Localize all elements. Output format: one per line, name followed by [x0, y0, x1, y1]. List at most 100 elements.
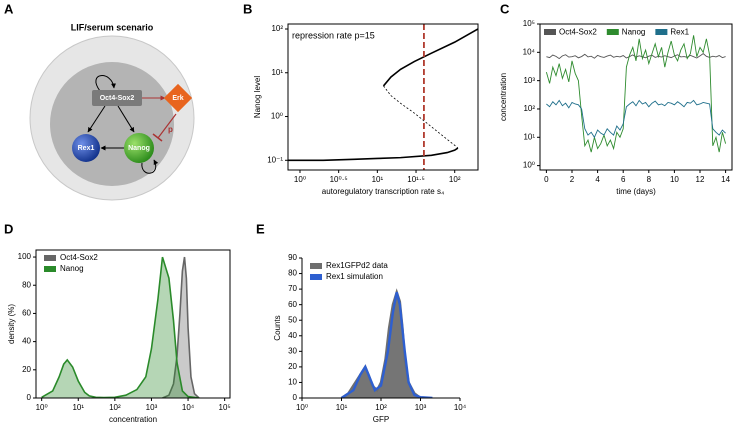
panel-letter: A [4, 1, 14, 16]
panel-letter: B [243, 1, 252, 16]
y-tick-label: 20 [22, 365, 31, 374]
y-tick-label: 60 [288, 300, 297, 309]
x-tick-label: 10² [449, 175, 461, 184]
y-axis-label: Nanog level [253, 76, 262, 118]
x-tick-label: 10² [375, 403, 387, 412]
x-tick-label: 10⁰ [36, 403, 48, 412]
x-tick-label: 10⁰ [294, 175, 306, 184]
annotation: repression rate p=15 [292, 30, 375, 40]
y-axis-label: Counts [273, 315, 282, 340]
series-line [545, 35, 727, 153]
panel-letter: C [500, 1, 510, 16]
series-line [340, 291, 433, 398]
x-tick-label: 10 [670, 175, 679, 184]
chart: E 10⁰ 10¹ 10² 10³ 10⁴ 0 10 20 30 40 50 60 70 80 90 GFP Co… [256, 221, 467, 424]
panel-letter: D [4, 221, 13, 236]
x-tick-label: 10¹·⁵ [407, 175, 425, 184]
arrow [87, 105, 106, 133]
y-tick-label: 80 [22, 280, 31, 289]
x-tick-label: 0 [544, 175, 549, 184]
edge-label: p [168, 125, 173, 134]
y-tick-label: 10⁰ [523, 161, 535, 170]
legend-label: Rex1 simulation [326, 272, 383, 281]
node-label: Oct4-Sox2 [100, 95, 135, 102]
legend-swatch [544, 29, 556, 35]
y-tick-label: 0 [293, 393, 298, 402]
x-tick-label: 10³ [415, 403, 427, 412]
panel-a: A LIF/serum scenario p Oct4-Sox2 Erk Rex… [4, 1, 195, 201]
y-axis-label: concentration [499, 73, 508, 121]
node [92, 90, 142, 106]
series-line [382, 28, 478, 87]
y-tick-label: 10¹ [523, 132, 535, 141]
legend-label: Rex1 [670, 28, 689, 37]
y-tick-label: 90 [288, 253, 297, 262]
x-axis-label: GFP [373, 415, 389, 424]
y-tick-label: 10⁻¹ [267, 155, 283, 164]
panel-letter: E [256, 221, 265, 236]
x-tick-label: 6 [621, 175, 626, 184]
y-tick-label: 80 [288, 269, 297, 278]
plot-frame [287, 23, 479, 171]
x-tick-label: 10¹ [72, 403, 84, 412]
x-tick-label: 8 [647, 175, 652, 184]
x-tick-label: 10⁰ [296, 403, 308, 412]
series-line [546, 99, 726, 139]
y-tick-label: 10⁴ [523, 47, 536, 56]
y-tick-label: 30 [288, 346, 297, 355]
plot-frame [35, 249, 231, 399]
self-loop [141, 159, 159, 174]
x-tick-label: 10³ [146, 403, 158, 412]
arrow [117, 105, 135, 133]
plot-area [340, 288, 433, 398]
x-tick-label: 4 [595, 175, 600, 184]
node-label: Rex1 [78, 145, 95, 152]
node [124, 133, 154, 163]
y-tick-label: 10 [288, 378, 297, 387]
y-tick-label: 40 [288, 331, 297, 340]
x-tick-label: 10¹ [336, 403, 348, 412]
y-tick-label: 10⁵ [523, 19, 535, 28]
plot-area [41, 256, 200, 398]
y-tick-label: 10² [523, 104, 535, 113]
legend-swatch [44, 266, 56, 272]
x-tick-label: 10¹ [372, 175, 384, 184]
y-tick-label: 40 [22, 337, 31, 346]
y-tick-label: 10⁰ [271, 112, 283, 121]
area-outline [41, 256, 200, 398]
plot-area [288, 28, 478, 162]
chart: C 0 2 4 6 8 10 12 14 10⁰ 10¹ 10² 10³ 10⁴ 10⁵ time (days… [499, 1, 733, 196]
legend-label: Nanog [622, 28, 646, 37]
x-tick-label: 10⁰·⁵ [330, 175, 348, 184]
legend-label: Rex1GFPd2 data [326, 261, 388, 270]
legend-label: Nanog [60, 264, 84, 273]
x-axis-label: concentration [109, 415, 157, 424]
inhibition [157, 113, 177, 139]
x-tick-label: 10⁴ [454, 403, 467, 412]
inhibition-bar [152, 133, 163, 142]
legend-swatch [310, 274, 322, 280]
area-outline [162, 256, 200, 398]
legend-swatch [655, 29, 668, 35]
y-tick-label: 70 [288, 284, 297, 293]
y-tick-label: 0 [27, 393, 32, 402]
node [72, 134, 100, 162]
y-tick-label: 50 [288, 315, 297, 324]
plot-frame [539, 23, 733, 171]
y-tick-label: 10² [271, 24, 283, 33]
self-loop [95, 75, 116, 92]
x-tick-label: 2 [570, 175, 575, 184]
x-axis-label: time (days) [616, 187, 656, 196]
diagram-title: LIF/serum scenario [71, 22, 154, 32]
plot-area [545, 35, 727, 153]
x-tick-label: 12 [696, 175, 705, 184]
x-tick-label: 14 [721, 175, 730, 184]
area-fill [41, 257, 200, 398]
series-line [383, 85, 459, 149]
y-tick-label: 100 [18, 252, 32, 261]
legend-swatch [606, 29, 619, 35]
x-tick-label: 10⁵ [219, 403, 231, 412]
legend-swatch [310, 263, 322, 269]
